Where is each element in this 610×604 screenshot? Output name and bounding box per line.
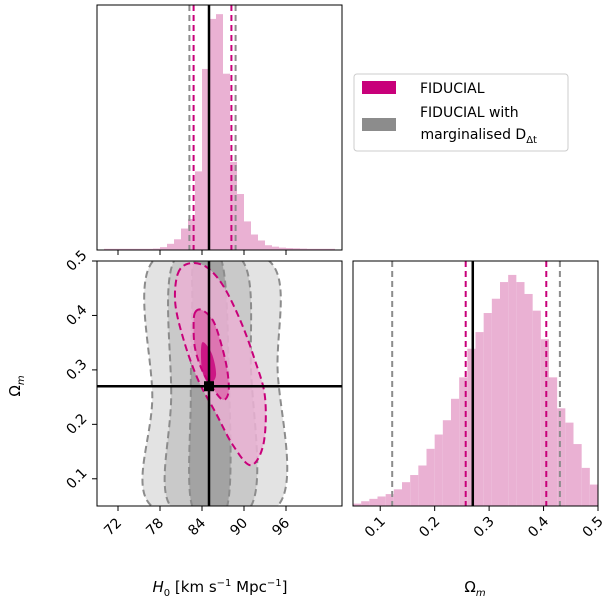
h0-histogram-bar [153, 248, 160, 250]
h0-histogram-bar [104, 248, 111, 250]
h0-histogram-bar [314, 248, 321, 250]
y-axis-label-omega-m: Ωm [6, 375, 27, 396]
h0-histogram-bar [230, 161, 237, 250]
legend: FIDUCIAL FIDUCIAL with marginalised DΔt [353, 73, 569, 152]
omega-m-x-tick-label: 0.4 [525, 514, 552, 541]
h0-histogram-bar [251, 234, 258, 250]
h0-histogram-bar [188, 219, 195, 250]
omega-m-histogram-bar [410, 475, 419, 506]
omega-m-histogram-bar [573, 444, 582, 506]
joint-truth-marker [204, 381, 214, 392]
omega-m-histogram-bar [508, 274, 517, 506]
omega-m-histogram-bar [377, 496, 386, 506]
h0-histogram-bar [118, 248, 125, 250]
omega-m-histogram-frame [352, 260, 599, 507]
omega-m-histogram-bar [475, 332, 484, 506]
h0-histogram-frame [96, 4, 343, 251]
h0-histogram-bar [125, 248, 132, 250]
legend-swatch-fiducial [362, 81, 396, 94]
omega-m-x-tick-label: 0.2 [416, 514, 443, 541]
omega-m-histogram-bar [589, 484, 598, 506]
joint-contour-panel: 72 78 84 90 96 0.1 0.2 0.3 0.4 0.5 [63, 247, 343, 539]
h0-histogram-bar [160, 247, 167, 250]
omega-m-histogram-bar [434, 434, 443, 506]
h0-histogram-bar [216, 14, 223, 250]
omega-m-histogram-bar [549, 377, 558, 506]
x-axis-label-omega-m: Ωm [464, 578, 485, 599]
h0-histogram-bar [223, 73, 230, 251]
h0-histogram-bar [279, 247, 286, 250]
h0-histogram-bar [209, 18, 216, 251]
h0-histogram-bar [181, 228, 188, 250]
h0-histogram-bar [237, 194, 244, 250]
omega-m-histogram-bar [524, 293, 533, 506]
legend-label-marginalised-line2: marginalised DΔt [416, 127, 537, 146]
h0-histogram-bar [321, 248, 328, 250]
legend-label-marginalised-line1: FIDUCIAL with [420, 105, 519, 121]
joint-x-tick-label: 96 [269, 515, 293, 539]
joint-y-tick-label: 0.2 [63, 411, 90, 438]
x-axis-label-h0: H0 [km s−1 Mpc−1] [152, 578, 287, 599]
omega-m-histogram-bar [483, 313, 492, 506]
omega-m-histogram-bar [540, 339, 549, 506]
legend-swatch-marginalised [362, 118, 396, 131]
omega-m-histogram-bar [402, 482, 411, 506]
omega-m-histogram-bar [557, 408, 566, 506]
omega-m-histogram-bar [353, 503, 362, 506]
omega-m-x-tick-label: 0.5 [580, 514, 607, 541]
h0-histogram-bar [265, 245, 272, 250]
h0-histogram-bar [195, 171, 202, 250]
h0-histogram-bar [286, 248, 293, 250]
joint-panel-frame [96, 260, 343, 507]
h0-histogram-bar [300, 248, 307, 250]
omega-m-histogram-panel: 0.1 0.2 0.3 0.4 0.5 [352, 260, 607, 541]
joint-x-tick-label: 78 [143, 515, 167, 539]
h0-histogram-bar [167, 243, 174, 250]
h0-histogram-bar [328, 248, 335, 250]
joint-x-tick-label: 90 [227, 515, 251, 539]
omega-m-x-tick-label: 0.3 [471, 514, 498, 541]
h0-histogram-bar [111, 248, 118, 250]
omega-m-histogram-bar [442, 420, 451, 506]
h0-histogram-bar [146, 248, 153, 250]
joint-y-tick-label: 0.3 [63, 356, 90, 383]
omega-m-histogram-bar [532, 310, 541, 506]
h0-histogram-bar [202, 68, 209, 250]
joint-x-tick-label: 84 [185, 515, 209, 539]
h0-histogram-bar [307, 248, 314, 250]
joint-y-tick-label: 0.1 [63, 465, 90, 492]
omega-m-histogram-bar [467, 348, 476, 506]
joint-y-tick-label: 0.4 [63, 302, 90, 329]
h0-histogram-bar [272, 246, 279, 250]
omega-m-histogram-bar [516, 282, 525, 506]
omega-m-histogram-bar [581, 467, 590, 506]
h0-histogram-bar [258, 240, 265, 250]
omega-m-histogram-bar [459, 377, 468, 506]
omega-m-histogram-bar [565, 422, 574, 506]
omega-m-histogram-bar [369, 498, 378, 506]
omega-m-histogram-bar [500, 282, 509, 506]
h0-histogram-bar [293, 248, 300, 250]
h0-histogram-bar [174, 239, 181, 250]
joint-y-tick-label: 0.5 [63, 247, 90, 274]
omega-m-histogram-bar [418, 465, 427, 506]
omega-m-histogram-bar [393, 489, 402, 506]
joint-x-tick-label: 72 [101, 515, 125, 539]
omega-m-x-tick-label: 0.1 [362, 514, 389, 541]
omega-m-histogram-bar [451, 398, 460, 506]
omega-m-histogram-bar [426, 448, 435, 506]
h0-histogram-bar [139, 248, 146, 250]
h0-histogram-bar [244, 221, 251, 250]
omega-m-histogram-bar [491, 298, 500, 506]
omega-m-histogram-bar [361, 501, 370, 506]
omega-m-histogram-bar [385, 494, 394, 506]
h0-histogram-panel [96, 4, 343, 255]
h0-histogram-bar [132, 248, 139, 250]
joint-plot-area [97, 261, 342, 506]
legend-label-fiducial: FIDUCIAL [420, 81, 485, 97]
legend-frame [353, 73, 569, 152]
